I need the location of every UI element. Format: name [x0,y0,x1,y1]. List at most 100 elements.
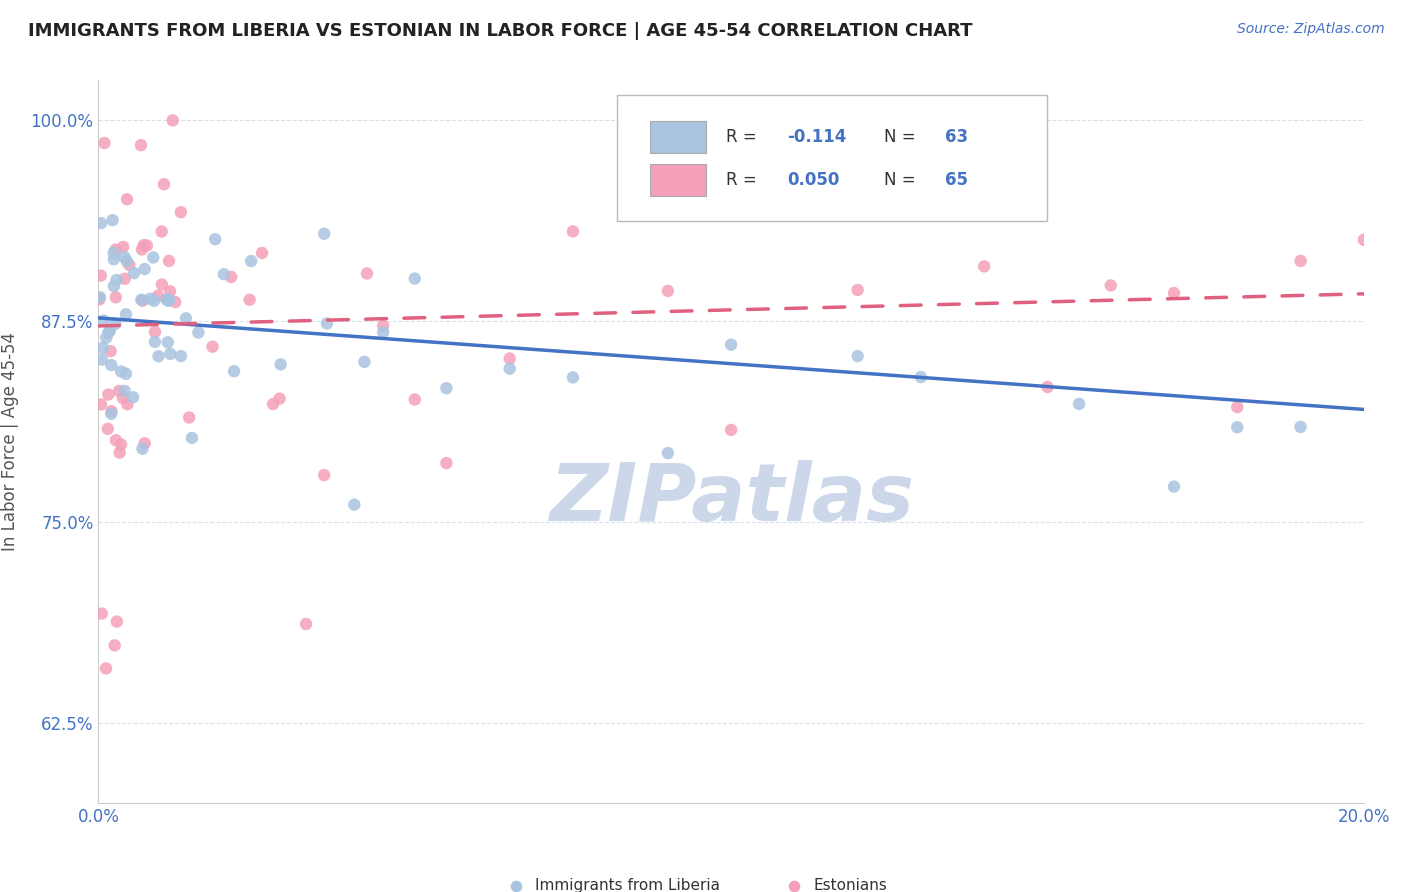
Point [111,391,134,405]
Text: Immigrants from Liberia: Immigrants from Liberia [534,879,720,892]
Point [98,324,121,338]
Point [96,331,118,345]
Point [498,361,520,376]
Point [846,283,869,297]
Point [134,436,156,450]
Point [353,355,375,369]
Point [1353,233,1375,247]
Point [316,317,339,331]
Point [159,285,181,299]
Point [720,423,742,437]
Text: N =: N = [884,171,921,189]
Point [110,437,132,451]
Point [131,293,153,307]
Point [1163,480,1185,494]
Point [108,384,131,398]
Text: IMMIGRANTS FROM LIBERIA VS ESTONIAN IN LABOR FORCE | AGE 45-54 CORRELATION CHART: IMMIGRANTS FROM LIBERIA VS ESTONIAN IN L… [28,22,973,40]
Point [1289,254,1312,268]
Point [250,246,273,260]
Point [112,240,135,254]
Point [187,326,209,340]
Point [910,370,932,384]
Point [1289,420,1312,434]
Text: R =: R = [725,171,762,189]
Point [314,468,336,483]
Point [143,325,166,339]
Point [720,337,742,351]
Point [90,607,112,621]
Point [1099,278,1122,293]
Point [93,313,115,327]
Text: R =: R = [725,128,762,145]
Point [105,615,128,629]
Point [89,292,111,306]
Point [159,293,181,307]
Point [100,358,122,372]
Point [114,250,136,264]
Point [91,341,114,355]
Point [170,349,193,363]
Point [97,422,120,436]
Point [90,397,112,411]
Point [136,238,159,252]
Point [174,311,197,326]
Point [115,367,138,381]
Text: 0.050: 0.050 [787,171,839,189]
Text: ZIPatlas: ZIPatlas [548,460,914,539]
FancyBboxPatch shape [617,95,1047,221]
Point [201,340,224,354]
Point [100,404,122,418]
Point [104,317,127,331]
Point [97,326,120,340]
Point [131,442,153,456]
Point [270,357,292,371]
Point [204,232,226,246]
Point [100,344,122,359]
Point [165,295,187,310]
Point [104,290,127,304]
Point [143,334,166,349]
Point [97,387,120,401]
Point [404,392,426,407]
Point [118,258,141,272]
Point [115,254,138,268]
FancyBboxPatch shape [650,164,706,196]
Point [90,216,112,230]
Point [148,349,170,363]
Point [212,267,235,281]
Point [115,307,138,321]
FancyBboxPatch shape [650,120,706,153]
Text: Source: ZipAtlas.com: Source: ZipAtlas.com [1237,22,1385,37]
Point [104,434,127,448]
Point [122,390,145,404]
Point [657,284,679,298]
Point [238,293,260,307]
Point [269,392,291,406]
Point [104,639,127,653]
Point [156,335,179,350]
Point [1067,397,1090,411]
Text: Estonians: Estonians [813,879,887,892]
Point [1226,420,1249,434]
Point [129,138,152,153]
Point [103,252,125,267]
Point [1036,380,1059,394]
Text: -0.114: -0.114 [787,128,846,145]
Point [179,410,201,425]
Text: 63: 63 [945,128,969,145]
Point [117,397,139,411]
Point [100,407,122,421]
Point [157,293,180,308]
Point [90,268,112,283]
Point [356,267,378,281]
Point [180,431,202,445]
Point [91,352,114,367]
Point [150,225,173,239]
Point [846,349,869,363]
Point [170,205,193,219]
Point [146,289,169,303]
Point [404,271,426,285]
Point [150,277,173,292]
Y-axis label: In Labor Force | Age 45-54: In Labor Force | Age 45-54 [1,332,20,551]
Point [103,245,125,260]
